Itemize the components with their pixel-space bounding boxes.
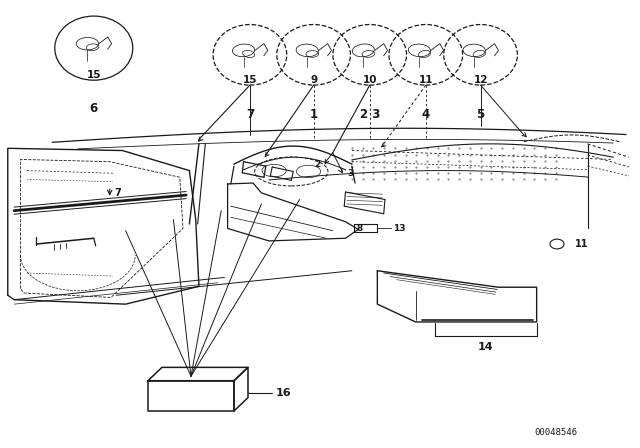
Text: 4: 4 [422, 108, 430, 121]
Text: 9: 9 [310, 75, 317, 85]
Text: 16: 16 [275, 388, 291, 398]
Text: 2 3: 2 3 [360, 108, 380, 121]
Text: 15: 15 [86, 70, 101, 80]
Text: 11: 11 [575, 239, 588, 249]
Text: 8: 8 [356, 224, 363, 233]
Text: 6: 6 [90, 102, 98, 115]
Text: 12: 12 [474, 75, 488, 85]
Text: 14: 14 [478, 341, 493, 352]
Text: 2: 2 [314, 160, 321, 169]
Text: 13: 13 [394, 224, 406, 233]
Text: 15: 15 [243, 75, 257, 85]
Text: 7: 7 [246, 108, 254, 121]
Text: 5: 5 [476, 108, 484, 121]
Text: 1: 1 [310, 108, 317, 121]
Text: 3: 3 [348, 169, 354, 178]
Text: 00048546: 00048546 [534, 428, 577, 437]
Text: 7: 7 [115, 188, 122, 198]
Text: 10: 10 [362, 75, 377, 85]
Text: 11: 11 [419, 75, 433, 85]
